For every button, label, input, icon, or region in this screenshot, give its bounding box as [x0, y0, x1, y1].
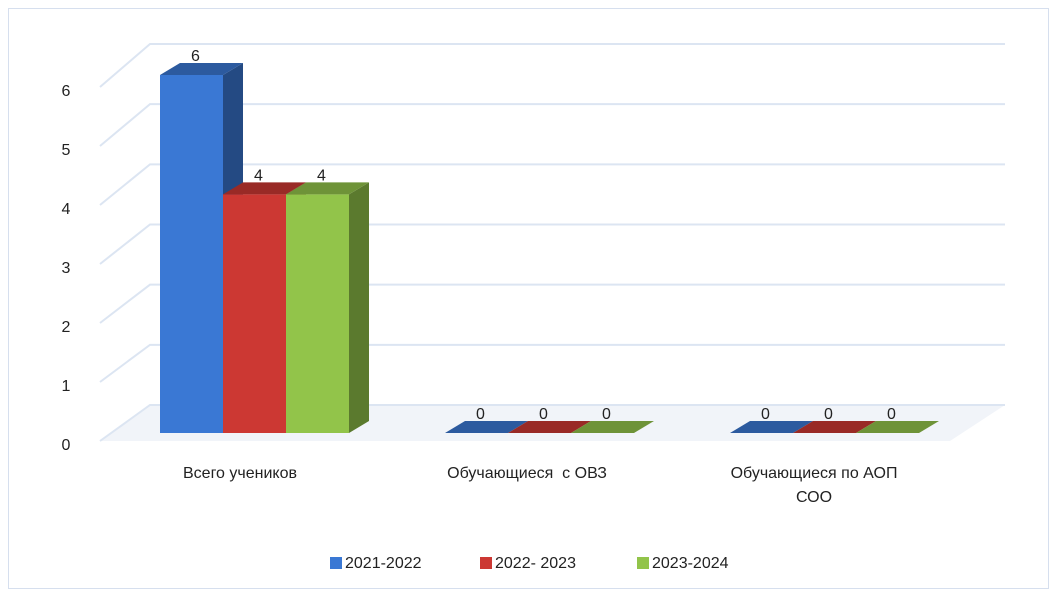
bar-top: [856, 421, 939, 433]
y-tick-label: 3: [62, 260, 71, 277]
data-label: 0: [602, 406, 611, 423]
bar-top: [160, 63, 243, 75]
data-label: 4: [317, 168, 326, 185]
y-tick-label: 6: [62, 83, 71, 100]
y-tick-label: 4: [62, 201, 71, 218]
bar-top: [445, 421, 528, 433]
data-label: 4: [254, 168, 263, 185]
grid-line: [99, 163, 1005, 206]
bar-front: [160, 75, 223, 433]
x-tick-label: Обучающиеся по АОП СОО: [730, 465, 898, 506]
bar-top: [223, 182, 306, 195]
data-label: 0: [539, 406, 548, 423]
bar-front: [286, 194, 349, 433]
legend-label: 2022- 2023: [495, 555, 576, 572]
legend-swatch: [330, 557, 342, 569]
grid-line: [99, 223, 1005, 265]
data-label: 0: [824, 406, 833, 423]
data-label: 0: [761, 406, 770, 423]
bar-top: [793, 421, 876, 433]
legend-label: 2021-2022: [345, 555, 422, 572]
legend-label: 2023-2024: [652, 555, 729, 572]
bar-top: [508, 421, 591, 433]
legend-swatch: [480, 557, 492, 569]
x-tick-label: Обучающиеся с ОВЗ: [447, 465, 607, 482]
data-label: 6: [191, 48, 200, 65]
y-tick-label: 1: [62, 378, 71, 395]
bar-side: [349, 182, 369, 433]
y-tick-label: 2: [62, 319, 71, 336]
bar-top: [571, 421, 654, 433]
grid-line: [99, 343, 1005, 383]
x-tick-label: Всего учеников: [183, 465, 297, 482]
grid-line: [99, 283, 1005, 324]
bar-top: [730, 421, 813, 433]
bar-front: [223, 194, 286, 433]
data-label: 0: [887, 406, 896, 423]
bar-top: [286, 182, 369, 195]
y-tick-label: 5: [62, 142, 71, 159]
grid-line: [99, 103, 1005, 147]
grid-line: [99, 43, 1005, 88]
grid-line: [99, 404, 1005, 442]
legend-swatch: [637, 557, 649, 569]
data-label: 0: [476, 406, 485, 423]
y-tick-label: 0: [62, 437, 71, 454]
